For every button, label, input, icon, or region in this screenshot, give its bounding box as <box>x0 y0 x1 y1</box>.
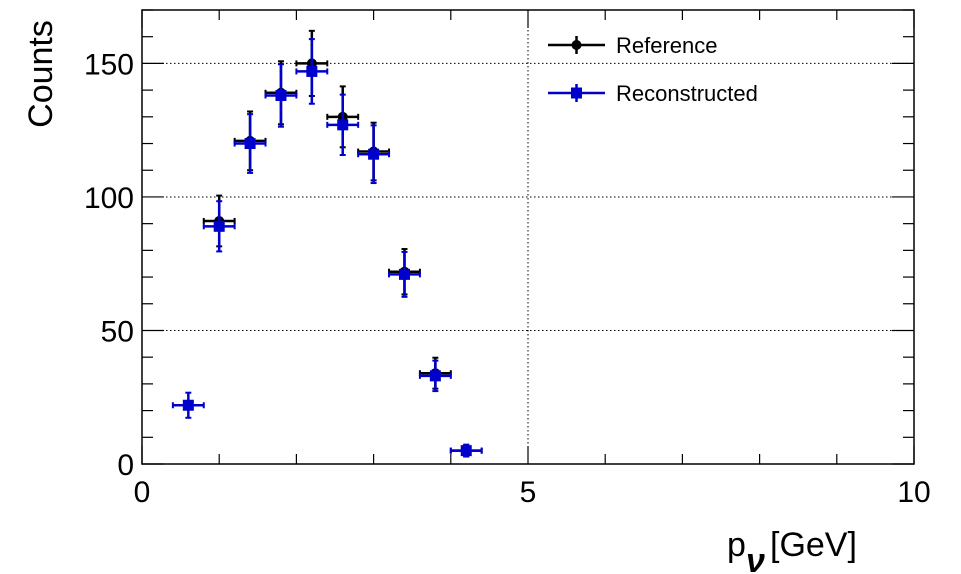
y-axis-title: Counts <box>22 20 60 128</box>
data-point <box>368 148 380 160</box>
legend-label-reference: Reference <box>616 33 718 58</box>
data-series <box>171 29 483 458</box>
grid-lines <box>142 10 914 464</box>
x-tick-label: 0 <box>134 476 151 509</box>
axis-ticks <box>141 9 915 465</box>
x-axis-title-subscript: ν <box>746 542 765 574</box>
data-point <box>429 370 441 382</box>
x-tick-label: 5 <box>520 476 537 509</box>
data-point <box>275 89 287 101</box>
y-tick-label: 0 <box>117 449 134 482</box>
legend-marker-reconstructed <box>571 87 582 99</box>
x-tick-label: 10 <box>897 476 930 509</box>
data-point <box>337 119 349 131</box>
legend-entry-reconstructed: Reconstructed <box>548 81 758 106</box>
data-point <box>306 65 318 77</box>
data-point <box>398 268 410 280</box>
y-tick-label: 50 <box>101 315 134 348</box>
x-axis-title-unit: [GeV] <box>770 526 857 564</box>
data-point <box>460 445 472 457</box>
legend-label-reconstructed: Reconstructed <box>616 81 758 106</box>
data-point <box>182 399 194 411</box>
legend-entry-reference: Reference <box>548 33 718 58</box>
x-axis-title-main: p <box>727 526 746 564</box>
y-tick-label: 100 <box>84 182 134 215</box>
x-axis-title: p ν [GeV] <box>727 526 857 574</box>
y-tick-label: 150 <box>84 48 134 81</box>
data-point <box>213 220 225 232</box>
data-point <box>244 138 256 150</box>
series-reconstructed <box>171 38 483 458</box>
legend: Reference Reconstructed <box>548 33 758 106</box>
legend-marker-reference <box>571 40 582 50</box>
